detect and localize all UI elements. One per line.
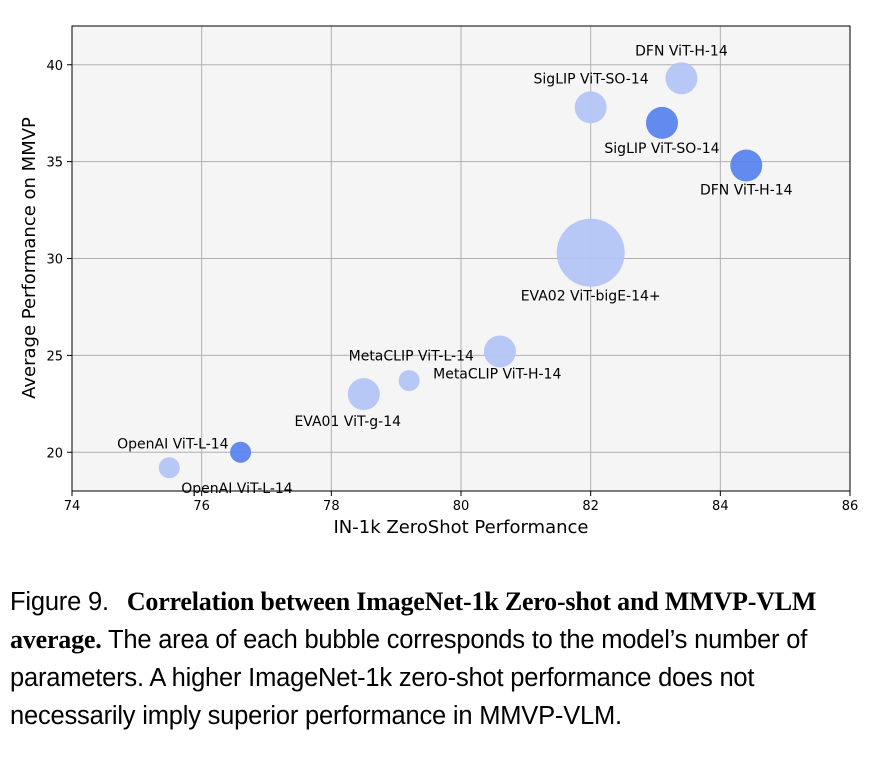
bubble-label: DFN ViT-H-14 bbox=[700, 183, 793, 199]
bubble-label: SigLIP ViT-SO-14 bbox=[534, 71, 649, 87]
bubble bbox=[665, 62, 698, 95]
bubble-label: OpenAI ViT-L-14 bbox=[117, 436, 229, 452]
bubble-labels: OpenAI ViT-L-14 OpenAI ViT-L-14 EVA01 ViT-… bbox=[117, 43, 793, 496]
figure-caption: Figure 9. Correlation between ImageNet-1k… bbox=[10, 583, 848, 735]
bubble-label: EVA02 ViT-bigE-14+ bbox=[521, 289, 661, 305]
figure-number: Figure 9. bbox=[10, 588, 109, 616]
bubble bbox=[230, 441, 252, 463]
x-tick-label: 74 bbox=[64, 499, 81, 514]
x-tick-label: 84 bbox=[712, 499, 729, 514]
x-tick-label: 86 bbox=[842, 499, 859, 514]
y-tick-label: 25 bbox=[46, 349, 63, 364]
y-tick-label: 30 bbox=[46, 253, 63, 268]
bubble-label: MetaCLIP ViT-L-14 bbox=[349, 349, 474, 365]
figure-caption-body: The area of each bubble corresponds to t… bbox=[10, 626, 808, 730]
y-axis-label: Average Performance on MMVP bbox=[19, 117, 40, 399]
bubble bbox=[556, 218, 625, 287]
bubbles bbox=[158, 62, 763, 479]
bubble bbox=[645, 106, 678, 139]
bubble-label: SigLIP ViT-SO-14 bbox=[604, 141, 719, 157]
bubble bbox=[730, 149, 763, 182]
bubble bbox=[483, 335, 516, 368]
bubble bbox=[347, 378, 380, 411]
x-tick-label: 76 bbox=[193, 499, 210, 514]
x-tick-label: 80 bbox=[453, 499, 470, 514]
y-tick-label: 35 bbox=[46, 156, 63, 171]
grid-lines bbox=[71, 26, 851, 491]
x-tick-label: 82 bbox=[582, 499, 599, 514]
bubble-chart: OpenAI ViT-L-14 OpenAI ViT-L-14 EVA01 ViT-… bbox=[19, 25, 858, 538]
y-tick-label: 20 bbox=[46, 446, 63, 461]
x-tick-label: 78 bbox=[323, 499, 340, 514]
x-axis-label: IN-1k ZeroShot Performance bbox=[334, 517, 589, 538]
figure-title: Correlation between ImageNet-1k Zero-sho… bbox=[10, 587, 817, 654]
bubble bbox=[398, 370, 420, 392]
bubble-label: OpenAI ViT-L-14 bbox=[181, 481, 293, 497]
bubble-label: EVA01 ViT-g-14 bbox=[294, 414, 401, 430]
bubble bbox=[158, 457, 180, 479]
axis-ticks: 74 76 78 80 82 84 86 20 25 30 35 40 bbox=[46, 59, 858, 514]
y-tick-label: 40 bbox=[46, 59, 63, 74]
bubble-label: DFN ViT-H-14 bbox=[635, 43, 728, 59]
bubble bbox=[574, 91, 607, 124]
bubble-label: MetaCLIP ViT-H-14 bbox=[433, 367, 561, 383]
